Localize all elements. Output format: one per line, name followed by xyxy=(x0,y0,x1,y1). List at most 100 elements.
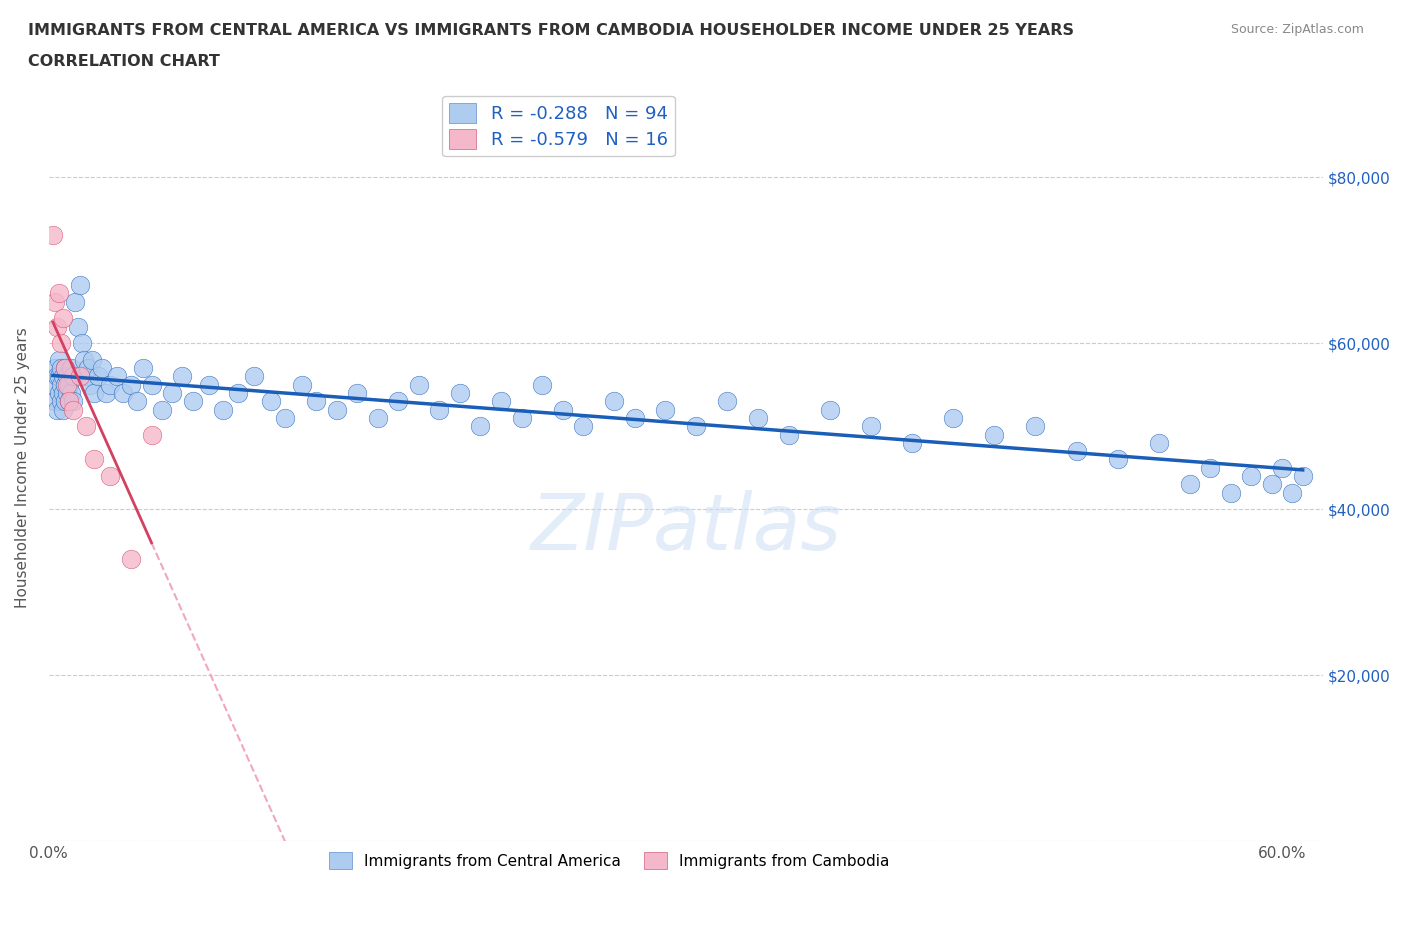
Point xyxy=(96,386,118,401)
Point xyxy=(470,418,492,433)
Point xyxy=(818,402,841,417)
Point xyxy=(489,394,512,409)
Point xyxy=(427,402,450,417)
Point xyxy=(172,369,194,384)
Point xyxy=(274,410,297,425)
Point xyxy=(46,319,69,334)
Y-axis label: Householder Income Under 25 years: Householder Income Under 25 years xyxy=(15,327,30,608)
Point xyxy=(53,361,76,376)
Point xyxy=(56,386,79,401)
Point xyxy=(52,369,75,384)
Point xyxy=(325,402,347,417)
Point xyxy=(132,361,155,376)
Point xyxy=(58,378,80,392)
Point xyxy=(75,418,97,433)
Point xyxy=(56,378,79,392)
Point xyxy=(551,402,574,417)
Point xyxy=(46,369,69,384)
Point xyxy=(56,369,79,384)
Point xyxy=(127,394,149,409)
Point xyxy=(83,452,105,467)
Point xyxy=(58,394,80,409)
Point xyxy=(48,352,70,367)
Point xyxy=(181,394,204,409)
Point xyxy=(100,378,122,392)
Point xyxy=(531,378,554,392)
Point xyxy=(150,402,173,417)
Point xyxy=(100,469,122,484)
Point xyxy=(52,402,75,417)
Point xyxy=(65,294,87,309)
Point xyxy=(860,418,883,433)
Point xyxy=(1261,477,1284,492)
Point xyxy=(1107,452,1129,467)
Point xyxy=(48,369,70,384)
Point xyxy=(53,378,76,392)
Point xyxy=(120,551,142,566)
Point xyxy=(449,386,471,401)
Point xyxy=(198,378,221,392)
Point xyxy=(260,394,283,409)
Point xyxy=(44,361,66,376)
Point xyxy=(226,386,249,401)
Point xyxy=(1240,469,1263,484)
Point xyxy=(66,319,89,334)
Point xyxy=(212,402,235,417)
Point xyxy=(60,386,83,401)
Point xyxy=(76,361,98,376)
Point xyxy=(1292,469,1315,484)
Point xyxy=(305,394,328,409)
Point xyxy=(1281,485,1303,500)
Text: CORRELATION CHART: CORRELATION CHART xyxy=(28,54,219,69)
Point xyxy=(44,394,66,409)
Point xyxy=(42,228,65,243)
Point xyxy=(572,418,595,433)
Text: ZIPatlas: ZIPatlas xyxy=(530,489,841,565)
Point xyxy=(243,369,266,384)
Point xyxy=(52,311,75,325)
Point xyxy=(79,378,101,392)
Point xyxy=(1271,460,1294,475)
Text: Source: ZipAtlas.com: Source: ZipAtlas.com xyxy=(1230,23,1364,36)
Point xyxy=(44,294,66,309)
Point xyxy=(69,277,91,292)
Point xyxy=(747,410,769,425)
Point xyxy=(1024,418,1046,433)
Point xyxy=(160,386,183,401)
Point xyxy=(69,369,91,384)
Point xyxy=(91,361,114,376)
Point xyxy=(291,378,314,392)
Legend: Immigrants from Central America, Immigrants from Cambodia: Immigrants from Central America, Immigra… xyxy=(323,846,896,875)
Point xyxy=(685,418,707,433)
Point xyxy=(53,361,76,376)
Point xyxy=(53,394,76,409)
Point xyxy=(62,402,84,417)
Point xyxy=(1178,477,1201,492)
Point xyxy=(49,336,72,351)
Point xyxy=(58,394,80,409)
Point xyxy=(83,386,105,401)
Point xyxy=(105,369,128,384)
Point xyxy=(716,394,738,409)
Point xyxy=(111,386,134,401)
Point xyxy=(48,386,70,401)
Point xyxy=(942,410,965,425)
Point xyxy=(141,427,163,442)
Point xyxy=(778,427,800,442)
Point xyxy=(62,394,84,409)
Point xyxy=(120,378,142,392)
Point xyxy=(623,410,645,425)
Point xyxy=(901,435,924,450)
Point xyxy=(62,369,84,384)
Point xyxy=(654,402,676,417)
Point xyxy=(49,361,72,376)
Point xyxy=(48,286,70,300)
Point xyxy=(983,427,1005,442)
Point xyxy=(1147,435,1170,450)
Point xyxy=(49,394,72,409)
Point xyxy=(75,369,97,384)
Point xyxy=(141,378,163,392)
Point xyxy=(80,352,103,367)
Point xyxy=(1066,444,1088,458)
Point xyxy=(60,361,83,376)
